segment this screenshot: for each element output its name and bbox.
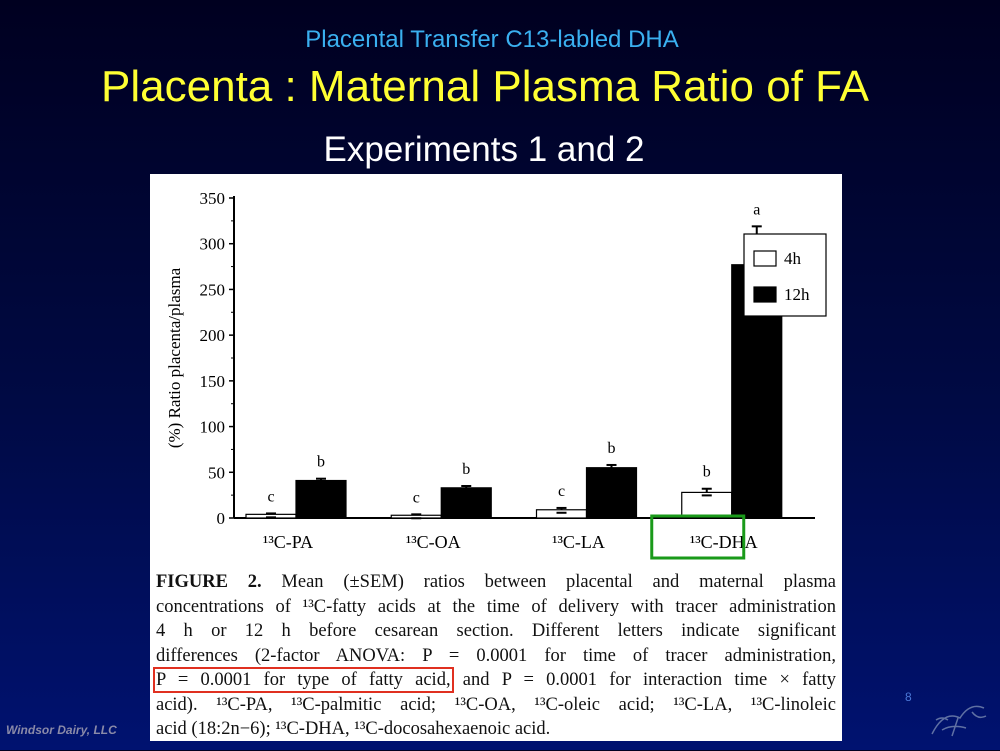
x-tick-label: ¹³C-DHA <box>690 532 758 552</box>
caption-line-6: acid). ¹³C-PA, ¹³C-palmitic acid; ¹³C-OA… <box>156 694 836 715</box>
significance-letter: b <box>462 461 470 478</box>
bar-4h <box>681 491 733 519</box>
slide-subtitle: Placental Transfer C13-labled DHA <box>305 26 679 53</box>
significance-letter: a <box>753 201 760 218</box>
legend-swatch-4h <box>753 250 777 267</box>
red-highlight-box: P = 0.0001 for type of fatty acid, <box>153 667 454 693</box>
figure-caption: FIGURE 2. Mean (±SEM) ratios between pla… <box>153 570 836 742</box>
experiments-heading: Experiments 1 and 2 <box>323 130 645 169</box>
caption-line-7: acid (18:2n−6); ¹³C-DHA, ¹³C-docosahexae… <box>156 719 551 739</box>
y-tick-label: 150 <box>200 372 226 391</box>
bar-4h <box>535 509 588 519</box>
y-tick-label: 100 <box>200 418 226 437</box>
green-highlight-box <box>650 514 746 560</box>
caption-line-4: differences (2-factor ANOVA: P = 0.0001 … <box>156 645 836 666</box>
caption-text: and P = 0.0001 for interaction time × fa… <box>450 670 836 690</box>
significance-letter: b <box>703 464 711 481</box>
legend-label: 12h <box>784 285 810 304</box>
y-tick-label: 300 <box>200 235 226 254</box>
significance-letter: c <box>558 483 565 500</box>
slide-title: Placenta : Maternal Plasma Ratio of FA <box>101 62 869 111</box>
footer-company: Windsor Dairy, LLC <box>6 723 117 737</box>
x-tick-label: ¹³C-PA <box>263 532 313 552</box>
significance-letter: b <box>608 440 616 457</box>
legend-label: 4h <box>784 249 802 268</box>
bar-12h <box>440 487 492 519</box>
bar-chart: 0 50 100 150 200 250 300 350 (%) Ratio placenta/… <box>165 189 827 560</box>
significance-letter: c <box>413 489 420 506</box>
y-tick-label: 350 <box>200 189 226 208</box>
y-tick-label: 50 <box>208 463 225 482</box>
bar-12h <box>295 479 347 519</box>
y-tick-label: 0 <box>217 509 226 528</box>
logo-icon <box>922 690 998 746</box>
significance-letter: c <box>267 488 274 505</box>
caption-line-1: FIGURE 2. Mean (±SEM) ratios between pla… <box>156 570 836 595</box>
y-axis-label: (%) Ratio placenta/plasma <box>165 267 184 448</box>
figure-label: FIGURE 2. <box>156 572 262 592</box>
slide-number: 8 <box>905 690 912 704</box>
figure-panel: 0 50 100 150 200 250 300 350 (%) Ratio placenta/… <box>150 174 842 741</box>
significance-letter: b <box>317 454 325 471</box>
y-tick-label: 200 <box>200 326 226 345</box>
caption-line-3: 4 h or 12 h before cesarean section. Dif… <box>156 621 836 641</box>
x-tick-label: ¹³C-OA <box>406 532 461 552</box>
bar-12h <box>585 467 638 519</box>
y-tick-label: 250 <box>200 280 226 299</box>
x-tick-label: ¹³C-LA <box>552 532 605 552</box>
caption-line-2: concentrations of ¹³C-fatty acids at the… <box>156 596 836 617</box>
legend-swatch-12h <box>753 286 777 303</box>
caption-text: Mean (±SEM) ratios between placental and… <box>261 572 836 592</box>
caption-line-5: P = 0.0001 for type of fatty acid, and P… <box>153 667 836 693</box>
